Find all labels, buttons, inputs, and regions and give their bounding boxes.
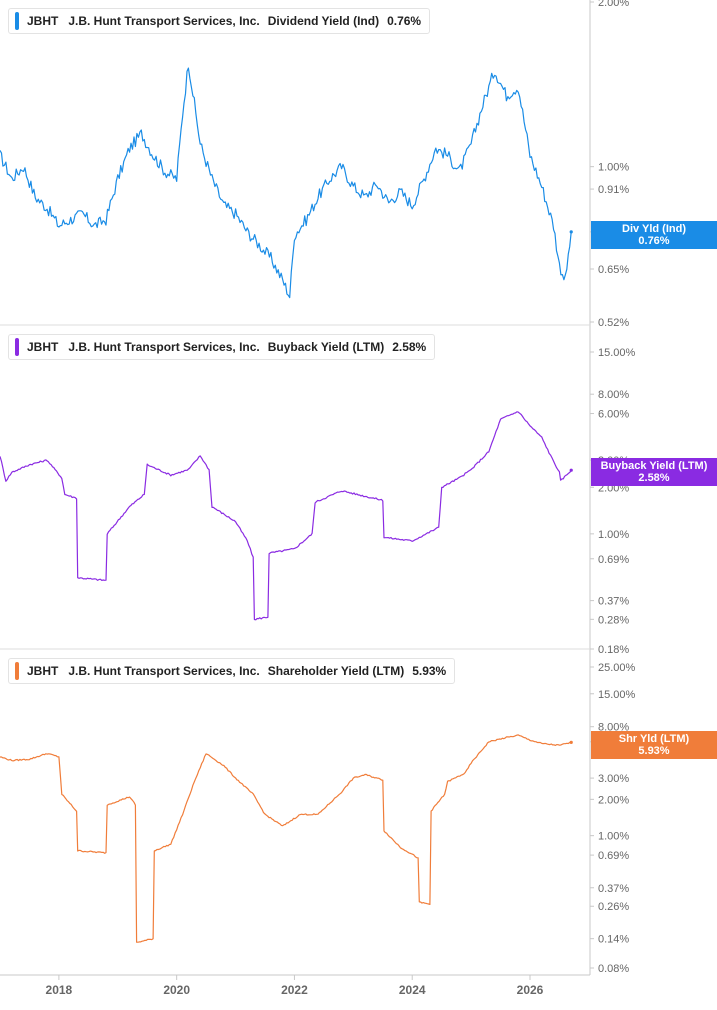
y-tick-label: 1.00% — [598, 162, 629, 174]
legend-metric: Buyback Yield (LTM) — [267, 340, 385, 354]
legend-ticker: JBHT — [27, 664, 59, 678]
badge-value: 0.76% — [638, 235, 670, 247]
y-tick-label: 0.91% — [598, 184, 629, 196]
y-tick-label: 2.00% — [598, 0, 629, 9]
legend-swatch — [15, 338, 19, 356]
legend-swatch — [15, 662, 19, 680]
y-tick-label: 0.18% — [598, 644, 629, 656]
series-line — [0, 734, 572, 943]
legend-buyback-yield[interactable]: JBHT J.B. Hunt Transport Services, Inc. … — [8, 334, 436, 360]
x-tick-label: 2022 — [281, 983, 308, 997]
badge-title: Shr Yld (LTM) — [618, 733, 690, 745]
y-tick-label: 25.00% — [598, 662, 636, 674]
y-tick-label: 0.37% — [598, 596, 629, 608]
y-tick-label: 15.00% — [598, 347, 636, 359]
y-tick-label: 0.14% — [598, 934, 629, 946]
y-tick-label: 0.08% — [598, 963, 629, 975]
y-tick-label: 2.00% — [598, 794, 629, 806]
series-end-point — [569, 468, 573, 472]
shareholder-yield-badge: Shr Yld (LTM) 5.93% — [591, 731, 717, 759]
x-tick-label: 2024 — [399, 983, 426, 997]
series-line — [0, 67, 572, 299]
series-end-point — [569, 230, 573, 234]
legend-value: 0.76% — [387, 14, 422, 28]
y-tick-label: 8.00% — [598, 389, 629, 401]
legend-company: J.B. Hunt Transport Services, Inc. — [68, 14, 260, 28]
y-tick-label: 0.69% — [598, 850, 629, 862]
series-end-point — [569, 740, 573, 744]
y-tick-label: 8.00% — [598, 722, 629, 734]
legend-company: J.B. Hunt Transport Services, Inc. — [68, 340, 260, 354]
x-tick-label: 2018 — [46, 983, 73, 997]
y-tick-label: 0.65% — [598, 264, 629, 276]
series-line — [0, 411, 572, 621]
x-tick-label: 2020 — [163, 983, 190, 997]
y-tick-label: 0.26% — [598, 901, 629, 913]
legend-ticker: JBHT — [27, 14, 59, 28]
legend-metric: Dividend Yield (Ind) — [267, 14, 380, 28]
y-tick-label: 6.00% — [598, 409, 629, 421]
y-tick-label: 0.37% — [598, 883, 629, 895]
badge-value: 2.58% — [638, 472, 670, 484]
dividend-yield-badge: Div Yld (Ind) 0.76% — [591, 221, 717, 249]
legend-value: 5.93% — [412, 664, 447, 678]
y-tick-label: 1.00% — [598, 529, 629, 541]
badge-title: Buyback Yield (LTM) — [600, 460, 708, 472]
legend-dividend-yield[interactable]: JBHT J.B. Hunt Transport Services, Inc. … — [8, 8, 431, 34]
y-tick-label: 0.69% — [598, 554, 629, 566]
badge-value: 5.93% — [638, 745, 670, 757]
legend-ticker: JBHT — [27, 340, 59, 354]
legend-swatch — [15, 12, 19, 30]
x-tick-label: 2026 — [517, 983, 544, 997]
legend-company: J.B. Hunt Transport Services, Inc. — [68, 664, 260, 678]
legend-value: 2.58% — [392, 340, 427, 354]
buyback-yield-badge: Buyback Yield (LTM) 2.58% — [591, 458, 717, 486]
legend-metric: Shareholder Yield (LTM) — [267, 664, 405, 678]
y-tick-label: 3.00% — [598, 773, 629, 785]
y-tick-label: 0.28% — [598, 614, 629, 626]
y-tick-label: 1.00% — [598, 831, 629, 843]
y-tick-label: 15.00% — [598, 689, 636, 701]
y-tick-label: 0.52% — [598, 317, 629, 329]
badge-title: Div Yld (Ind) — [622, 223, 686, 235]
legend-shareholder-yield[interactable]: JBHT J.B. Hunt Transport Services, Inc. … — [8, 658, 456, 684]
